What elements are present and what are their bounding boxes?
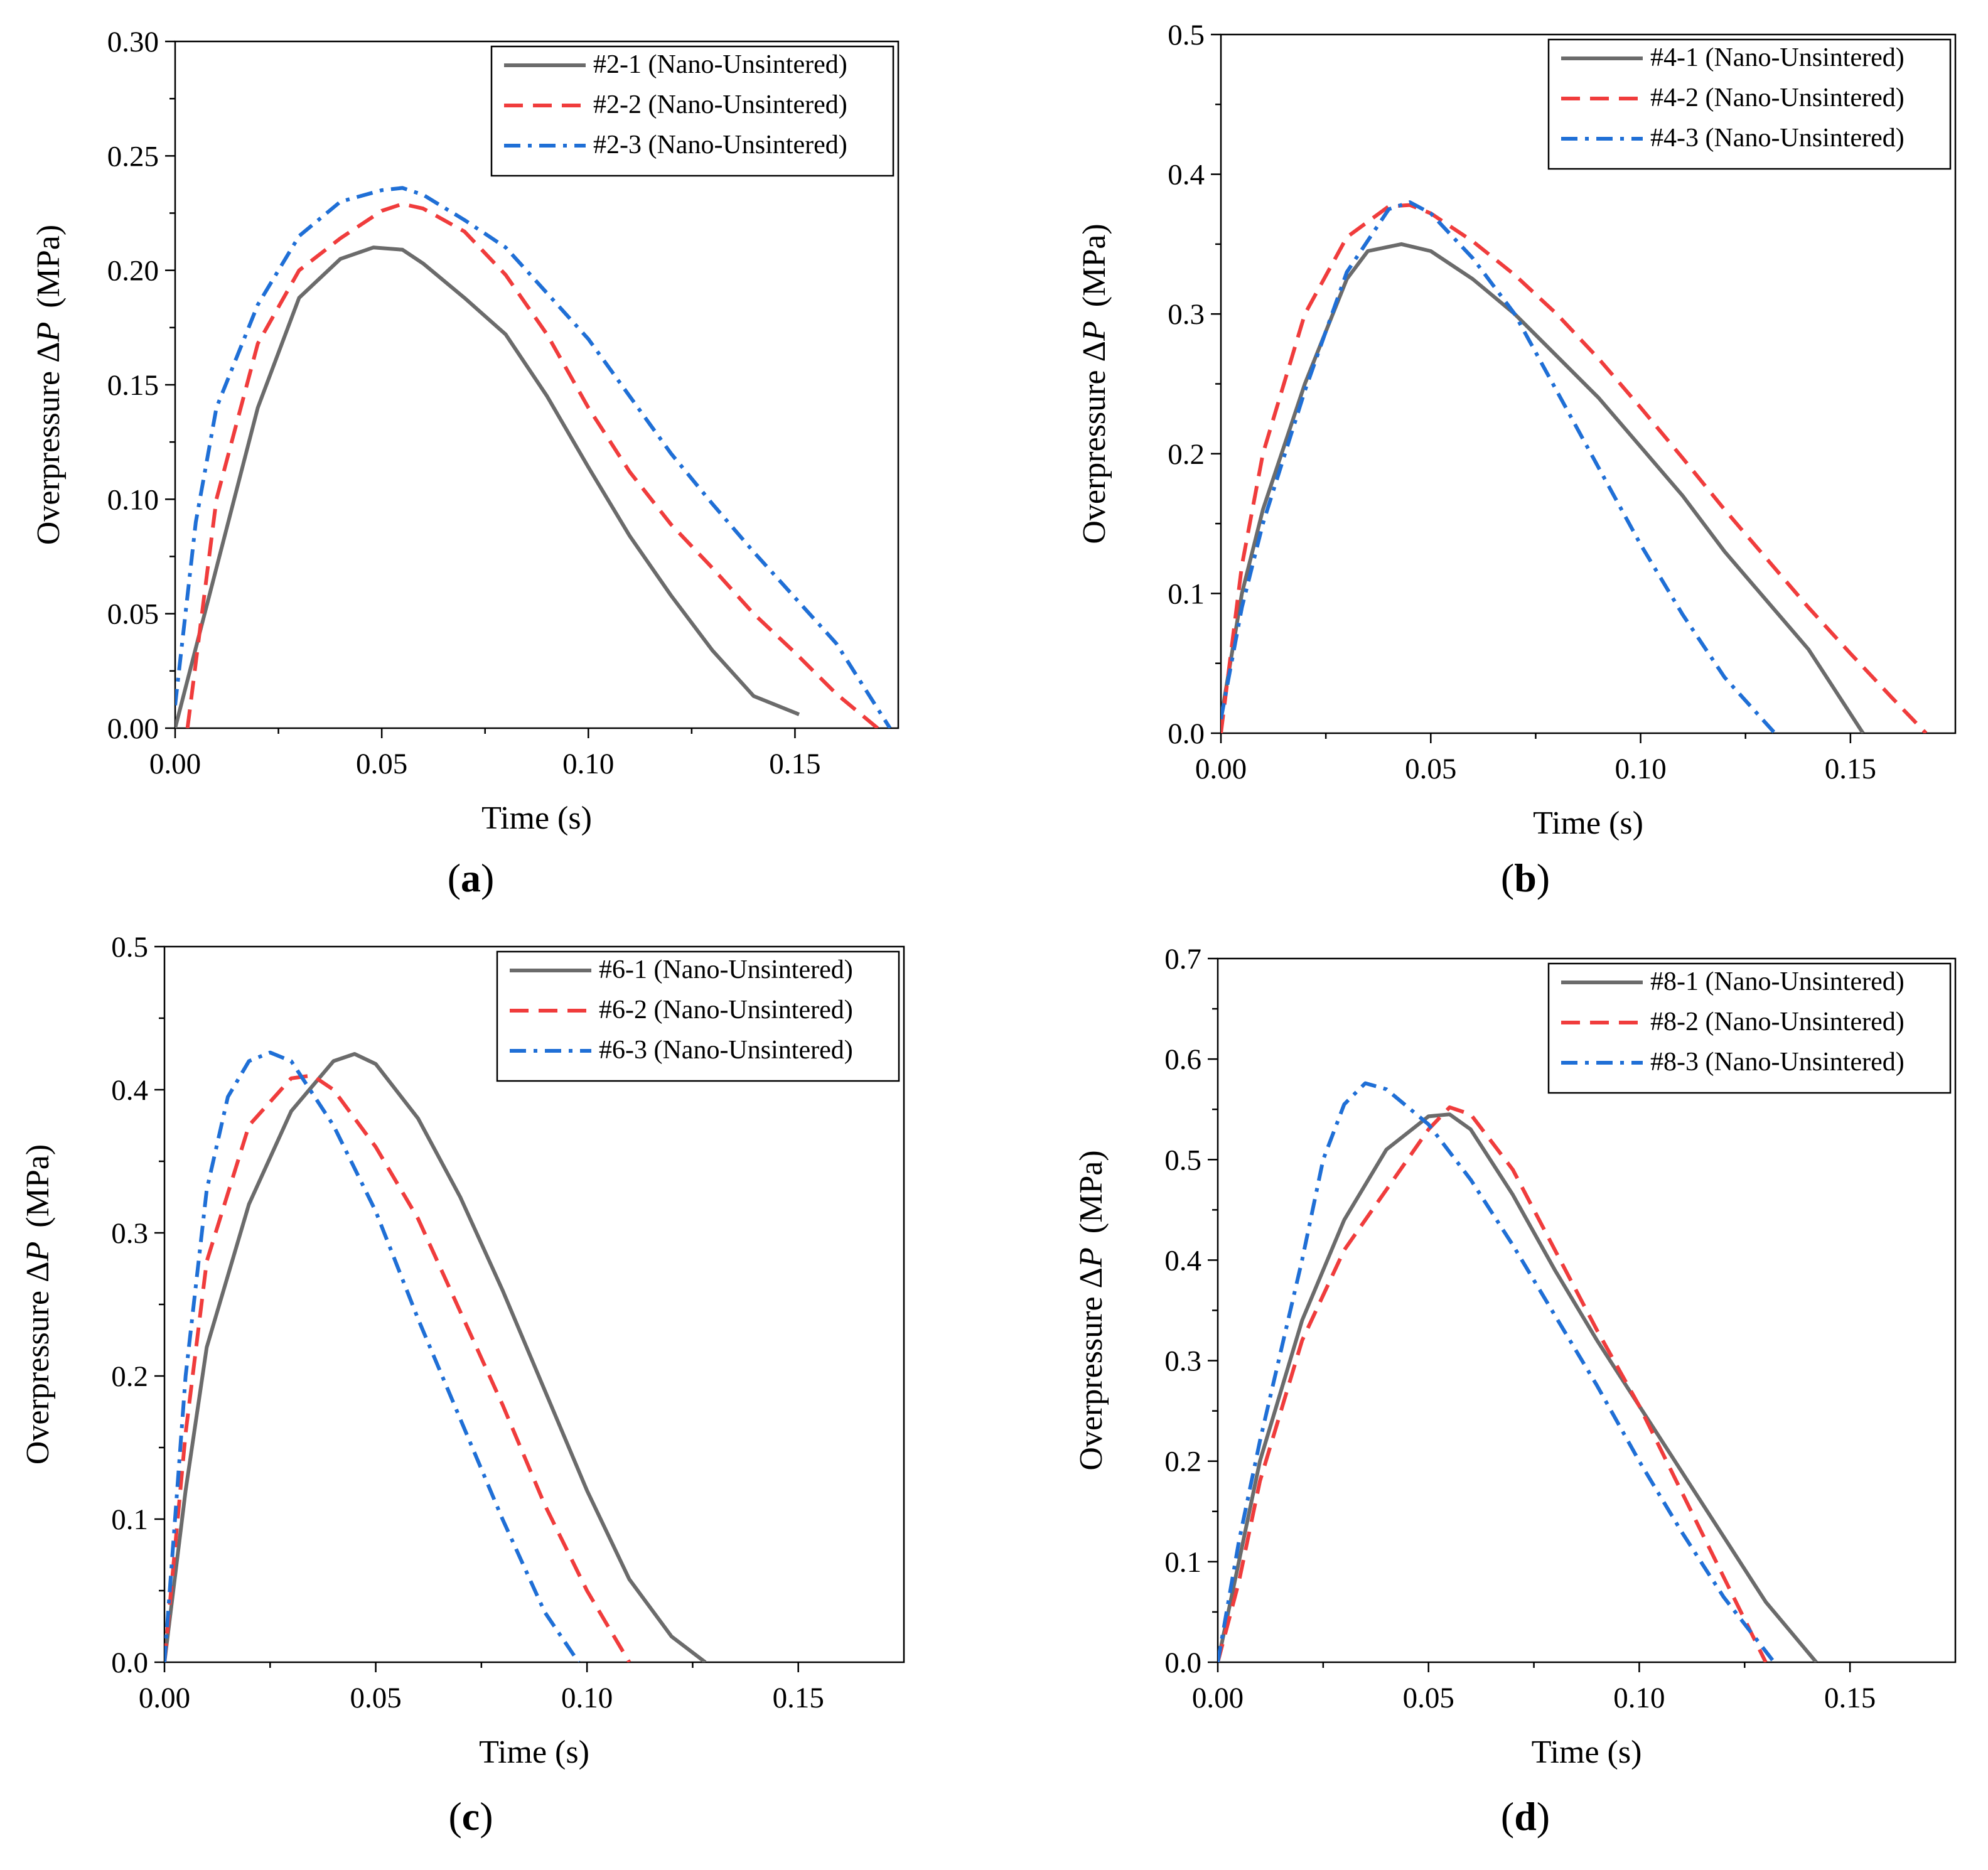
y-tick-label: 0.20 — [107, 255, 159, 287]
x-tick-label: 0.00 — [149, 748, 201, 780]
x-tick-label: 0.15 — [1825, 753, 1876, 785]
legend-box — [1547, 38, 1952, 170]
y-tick-label: 0.3 — [111, 1217, 148, 1250]
y-tick-label: 0.2 — [111, 1360, 148, 1393]
chart-panel-b: 0.00 0.05 0.10 0.15 0.0 0.1 0.2 0.3 0.4 0.5 Time (… — [1077, 19, 1957, 900]
y-tick-label: 0.15 — [107, 369, 159, 402]
x-tick-label: 0.10 — [561, 1682, 613, 1714]
x-tick-label: 0.10 — [1613, 1682, 1665, 1714]
y-tick-label: 0.4 — [1164, 1244, 1201, 1277]
legend-box — [490, 45, 895, 177]
legend-entry: #8-3 (Nano-Unsintered) — [1650, 1048, 1905, 1077]
legend-entry: #6-1 (Nano-Unsintered) — [599, 955, 853, 984]
x-axis-title: Time (s) — [1532, 1734, 1642, 1770]
legend-box — [496, 950, 900, 1082]
y-tick-label: 0.2 — [1164, 1446, 1201, 1478]
y-tick-label: 0.5 — [1164, 1144, 1201, 1176]
legend-entry: #4-3 (Nano-Unsintered) — [1650, 124, 1905, 153]
y-tick-label: 0.00 — [107, 712, 159, 745]
y-tick-label: 0.4 — [1168, 159, 1205, 191]
y-tick-label: 0.05 — [107, 598, 159, 631]
x-tick-label: 0.05 — [1405, 753, 1456, 785]
series-line-3 — [164, 1050, 581, 1662]
series-line-3 — [175, 186, 892, 728]
y-tick-label: 0.7 — [1164, 943, 1201, 975]
series-line-3 — [1221, 200, 1776, 733]
y-axis-title: Overpressure ΔP(MPa) — [1077, 223, 1112, 544]
x-axis-title: Time (s) — [1533, 805, 1643, 841]
legend: #4-1 (Nano-Unsintered) #4-2 (Nano-Unsinte… — [1547, 38, 1952, 170]
y-tick-label: 0.1 — [1164, 1546, 1201, 1579]
y-tick-label: 0.30 — [107, 26, 159, 58]
x-axis-title: Time (s) — [479, 1734, 589, 1770]
y-axis-title: Overpressure ΔP(MPa) — [31, 225, 67, 545]
legend-entry: #2-2 (Nano-Unsintered) — [593, 90, 847, 119]
y-tick-label: 0.3 — [1164, 1345, 1201, 1378]
series-line-1 — [1218, 1112, 1818, 1662]
y-tick-label: 0.0 — [1168, 717, 1205, 750]
panel-label: (b) — [1501, 856, 1550, 900]
y-axis-title: Overpressure ΔP(MPa) — [1073, 1150, 1109, 1470]
panel-label: (c) — [448, 1794, 493, 1839]
series-line-2 — [185, 202, 879, 728]
panel-label: (a) — [448, 856, 495, 900]
x-tick-label: 0.00 — [139, 1682, 190, 1714]
legend: #8-1 (Nano-Unsintered) #8-2 (Nano-Unsinte… — [1547, 962, 1952, 1094]
y-tick-label: 0.4 — [111, 1074, 148, 1107]
series-line-2 — [1218, 1105, 1768, 1662]
y-tick-label: 0.25 — [107, 140, 159, 173]
series-line-2 — [164, 1073, 631, 1662]
legend-entry: #2-3 (Nano-Unsintered) — [593, 131, 847, 159]
y-tick-label: 0.1 — [1168, 578, 1205, 610]
y-tick-label: 0.0 — [111, 1647, 148, 1679]
x-tick-label: 0.10 — [1615, 753, 1666, 785]
chart-panel-c: 0.00 0.05 0.10 0.15 0.0 0.1 0.2 0.3 0.4 0.5 Time (… — [20, 931, 905, 1839]
series-line-1 — [175, 245, 800, 728]
x-tick-label: 0.15 — [1824, 1682, 1876, 1714]
chart-panel-a: 0.00 0.05 0.10 0.15 0.00 0.05 0.10 0.15 0.20 0.25… — [31, 26, 900, 900]
y-tick-label: 0.2 — [1168, 438, 1205, 471]
legend: #2-1 (Nano-Unsintered) #2-2 (Nano-Unsinte… — [490, 45, 895, 177]
x-tick-label: 0.00 — [1195, 753, 1247, 785]
legend: #6-1 (Nano-Unsintered) #6-2 (Nano-Unsinte… — [496, 950, 900, 1082]
x-tick-label: 0.10 — [562, 748, 614, 780]
y-tick-label: 0.0 — [1164, 1647, 1201, 1679]
y-axis-title: Overpressure ΔP(MPa) — [20, 1144, 56, 1464]
panel-label: (d) — [1501, 1794, 1550, 1839]
x-tick-label: 0.00 — [1192, 1682, 1244, 1714]
y-tick-label: 0.5 — [1168, 19, 1205, 51]
legend-box — [1547, 962, 1952, 1094]
legend-entry: #4-2 (Nano-Unsintered) — [1650, 83, 1905, 112]
series-line-3 — [1218, 1081, 1776, 1662]
legend-entry: #6-2 (Nano-Unsintered) — [599, 996, 853, 1024]
x-tick-label: 0.05 — [356, 748, 407, 780]
y-tick-label: 0.10 — [107, 483, 159, 516]
y-tick-label: 0.1 — [111, 1503, 148, 1536]
legend-entry: #2-1 (Nano-Unsintered) — [593, 50, 847, 79]
legend-entry: #8-2 (Nano-Unsintered) — [1650, 1008, 1905, 1036]
y-tick-label: 0.3 — [1168, 298, 1205, 331]
legend-entry: #4-1 (Nano-Unsintered) — [1650, 43, 1905, 72]
chart-panel-d: 0.00 0.05 0.10 0.15 0.0 0.1 0.2 0.3 0.4 0.5 0.6 0.7… — [1073, 943, 1957, 1839]
series-line-1 — [1221, 242, 1865, 733]
legend-entry: #6-3 (Nano-Unsintered) — [599, 1036, 853, 1065]
y-tick-label: 0.5 — [111, 931, 148, 964]
x-tick-label: 0.15 — [773, 1682, 824, 1714]
x-axis-title: Time (s) — [481, 800, 592, 836]
series-line-1 — [164, 1052, 707, 1662]
legend-entry: #8-1 (Nano-Unsintered) — [1650, 967, 1905, 996]
x-tick-label: 0.15 — [769, 748, 820, 780]
x-tick-label: 0.05 — [350, 1682, 401, 1714]
y-tick-label: 0.6 — [1164, 1043, 1201, 1076]
x-tick-label: 0.05 — [1403, 1682, 1454, 1714]
series-line-2 — [1221, 203, 1928, 733]
